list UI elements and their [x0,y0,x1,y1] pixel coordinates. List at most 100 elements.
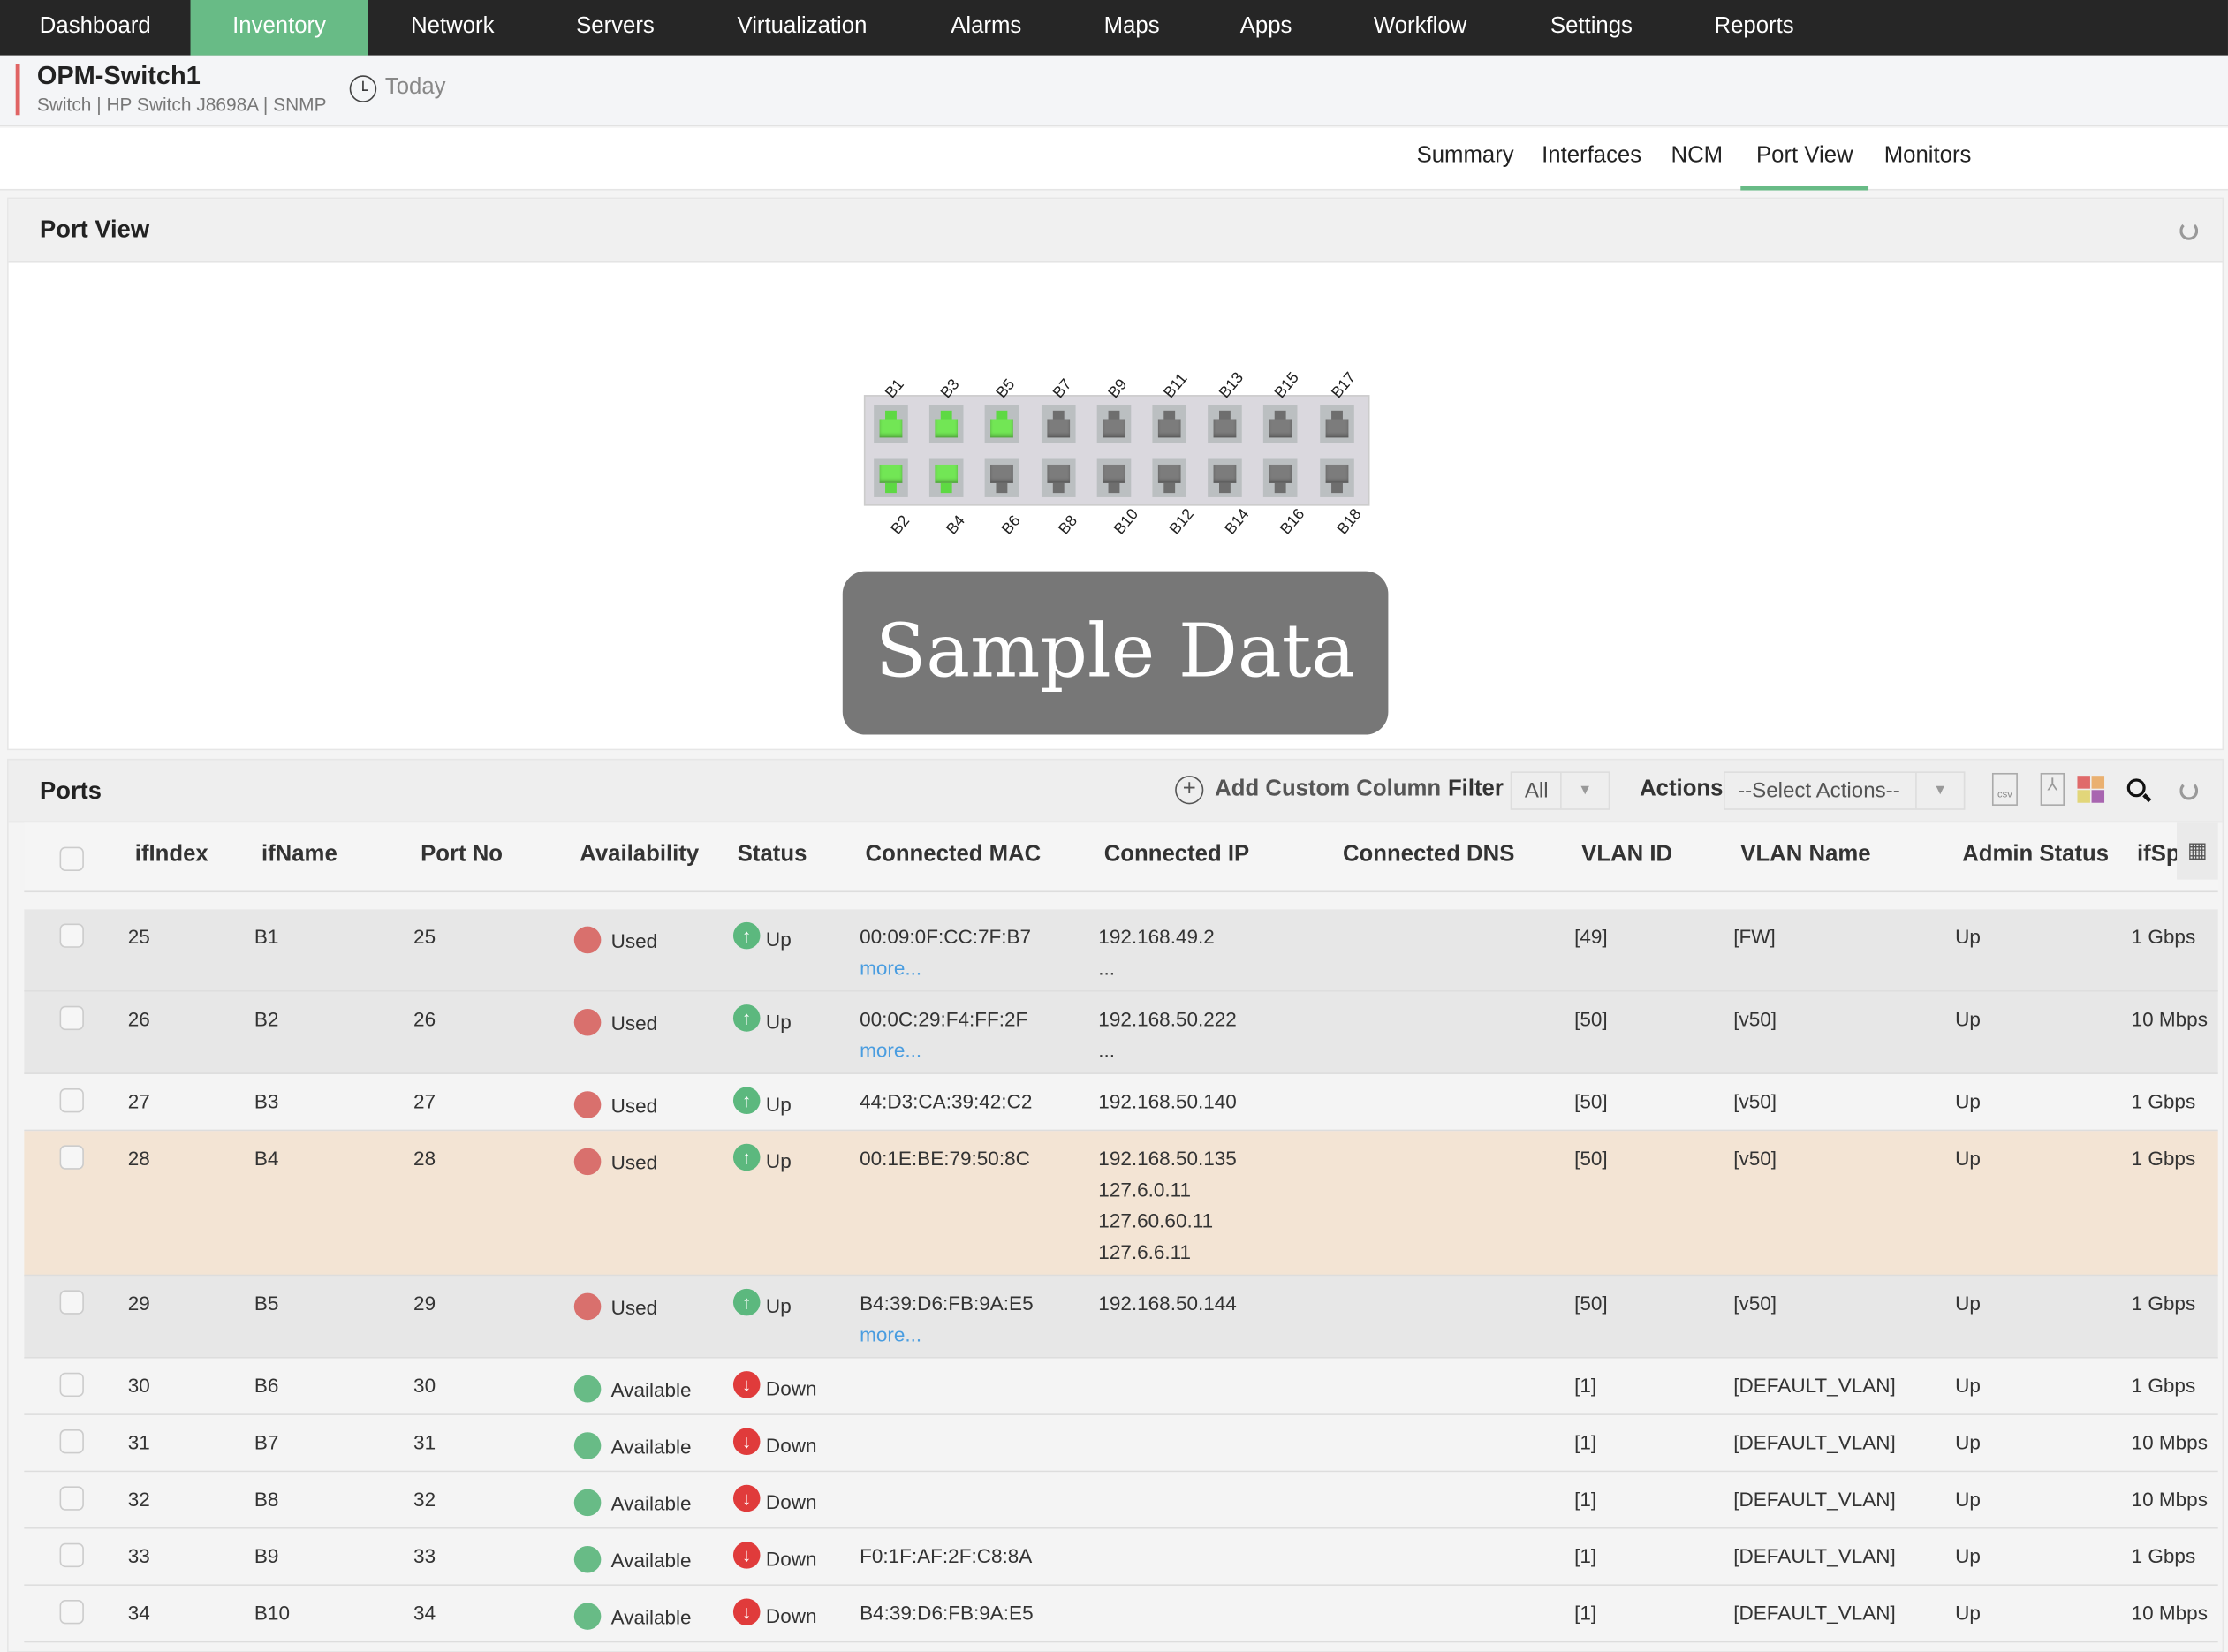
column-header-ifname[interactable]: ifName [261,842,337,868]
port-b10[interactable] [1096,458,1131,497]
column-header-connected-dns[interactable]: Connected DNS [1342,842,1515,868]
port-b14[interactable] [1208,458,1243,497]
cell-admin-status: Up [1955,1601,1981,1625]
row-checkbox[interactable] [59,1088,84,1113]
cell-vlan-name: [DEFAULT_VLAN] [1733,1374,1896,1398]
port-b12[interactable] [1152,458,1187,497]
more-link[interactable]: more... [860,956,922,980]
nav-item-network[interactable]: Network [411,14,495,39]
row-checkbox[interactable] [59,1372,84,1398]
more-link[interactable]: more... [860,1322,922,1346]
pdf-export-icon[interactable]: ⅄ [2040,772,2065,806]
row-checkbox[interactable] [59,1290,84,1315]
nav-item-servers[interactable]: Servers [576,14,655,39]
nav-item-reports[interactable]: Reports [1714,14,1794,39]
table-row[interactable]: 27 B3 27 Used ↑ Up 44:D3:CA:39:42:C2 192.168.50… [24,1073,2218,1132]
cell-vlan-name: [v50] [1733,1146,1777,1170]
table-row[interactable]: 33 B9 33 Available ↓ Down F0:1F:AF:2F:C8:8A [1]… [24,1528,2218,1586]
row-checkbox[interactable] [59,1429,84,1454]
port-b6[interactable] [985,458,1019,497]
search-icon[interactable] [2126,778,2152,803]
tab-port-view[interactable]: Port View [1740,128,1869,191]
tab-interfaces[interactable]: Interfaces [1542,143,1642,168]
table-row[interactable]: 29 B5 29 Used ↑ Up B4:39:D6:FB:9A:E5 more... 192… [24,1276,2218,1359]
table-row[interactable]: 25 B1 25 Used ↑ Up 00:09:0F:CC:7F:B7 more... 192… [24,909,2218,992]
filter-select[interactable]: All ▼ [1510,771,1610,810]
select-all-checkbox[interactable] [59,846,84,871]
add-custom-column-button[interactable]: Add Custom Column [1215,777,1442,802]
column-header-port-no[interactable]: Port No [421,842,504,868]
port-b11[interactable] [1152,405,1187,443]
more-link[interactable]: more... [860,1038,922,1062]
nav-item-workflow[interactable]: Workflow [1373,14,1467,39]
column-header-ifspe[interactable]: ifSpe [2137,842,2177,868]
period-selector[interactable]: Today [384,75,446,100]
port-b8[interactable] [1041,458,1075,497]
column-header-admin-status[interactable]: Admin Status [1962,842,2110,868]
column-header-vlan-name[interactable]: VLAN Name [1740,842,1871,868]
port-b15[interactable] [1263,405,1299,443]
nav-item-alarms[interactable]: Alarms [951,14,1022,39]
nav-item-inventory[interactable]: Inventory [190,0,368,56]
nav-item-virtualization[interactable]: Virtualization [737,14,868,39]
nav-item-apps[interactable]: Apps [1239,14,1292,39]
csv-export-icon[interactable]: csv [1991,772,2018,806]
column-header-status[interactable]: Status [737,842,807,868]
port-jack [997,482,1008,494]
actions-select[interactable]: --Select Actions-- ▼ [1723,771,1966,810]
port-jack [990,419,1014,438]
color-palette-icon[interactable] [2077,776,2105,804]
nav-item-dashboard[interactable]: Dashboard [39,14,151,39]
arrow-up-icon: ↑ [732,1288,761,1316]
column-header-availability[interactable]: Availability [580,842,700,868]
row-checkbox[interactable] [59,1145,84,1170]
cell-port-no: 32 [413,1487,436,1511]
column-header-vlan-id[interactable]: VLAN ID [1581,842,1673,868]
port-b4[interactable] [929,458,964,497]
port-label: B9 [1105,375,1131,402]
port-label: B8 [1055,512,1081,539]
arrow-down-icon: ↓ [732,1542,761,1569]
port-jack [1330,482,1343,494]
column-header-connected-ip[interactable]: Connected IP [1103,842,1250,868]
port-b9[interactable] [1096,405,1131,443]
refresh-icon[interactable] [2179,781,2199,800]
port-b18[interactable] [1319,458,1354,497]
tab-summary[interactable]: Summary [1416,143,1514,168]
port-b16[interactable] [1263,458,1299,497]
column-header-ifindex[interactable]: ifIndex [134,842,208,868]
refresh-icon[interactable] [2179,221,2199,240]
available-status-dot [573,1432,602,1459]
table-row[interactable]: 31 B7 31 Available ↓ Down [1] [DEFAULT_VLAN] Up 1… [24,1414,2218,1473]
column-chooser-icon[interactable]: ▦ [2177,822,2218,880]
cell-ifname: B7 [254,1430,279,1454]
tab-monitors[interactable]: Monitors [1883,143,1972,168]
row-checkbox[interactable] [59,1542,84,1568]
arrow-up-icon: ↑ [732,921,761,950]
add-icon[interactable]: + [1175,776,1204,805]
table-row[interactable]: 32 B8 32 Available ↓ Down [1] [DEFAULT_VLAN] Up 1… [24,1472,2218,1529]
row-checkbox[interactable] [59,1600,84,1625]
table-row[interactable]: 30 B6 30 Available ↓ Down [1] [DEFAULT_VLAN] Up 1… [24,1358,2218,1415]
port-b2[interactable] [874,458,908,497]
table-row[interactable]: 26 B2 26 Used ↑ Up 00:0C:29:F4:FF:2F more... 192… [24,991,2218,1074]
table-row[interactable]: 34 B10 34 Available ↓ Down B4:39:D6:FB:9A:E5 [1… [24,1585,2218,1643]
table-row[interactable]: 28 B4 28 Used ↑ Up 00:1E:BE:79:50:8C 192.168.50… [24,1131,2218,1277]
tab-ncm[interactable]: NCM [1671,143,1724,168]
row-checkbox[interactable] [59,923,84,948]
port-view-header: Port View [8,199,2223,263]
port-b17[interactable] [1319,405,1354,443]
row-checkbox[interactable] [59,1486,84,1511]
cell-vlan-name: [v50] [1733,1007,1777,1031]
nav-item-maps[interactable]: Maps [1103,14,1160,39]
port-b13[interactable] [1208,405,1243,443]
nav-item-settings[interactable]: Settings [1550,14,1633,39]
port-b5[interactable] [985,405,1019,443]
clock-icon[interactable] [349,75,377,102]
port-b7[interactable] [1041,405,1075,443]
column-header-connected-mac[interactable]: Connected MAC [865,842,1042,868]
row-checkbox[interactable] [59,1005,84,1031]
cell-vlan-id: [50] [1574,1292,1608,1315]
port-b3[interactable] [929,405,964,443]
port-b1[interactable] [874,405,908,443]
